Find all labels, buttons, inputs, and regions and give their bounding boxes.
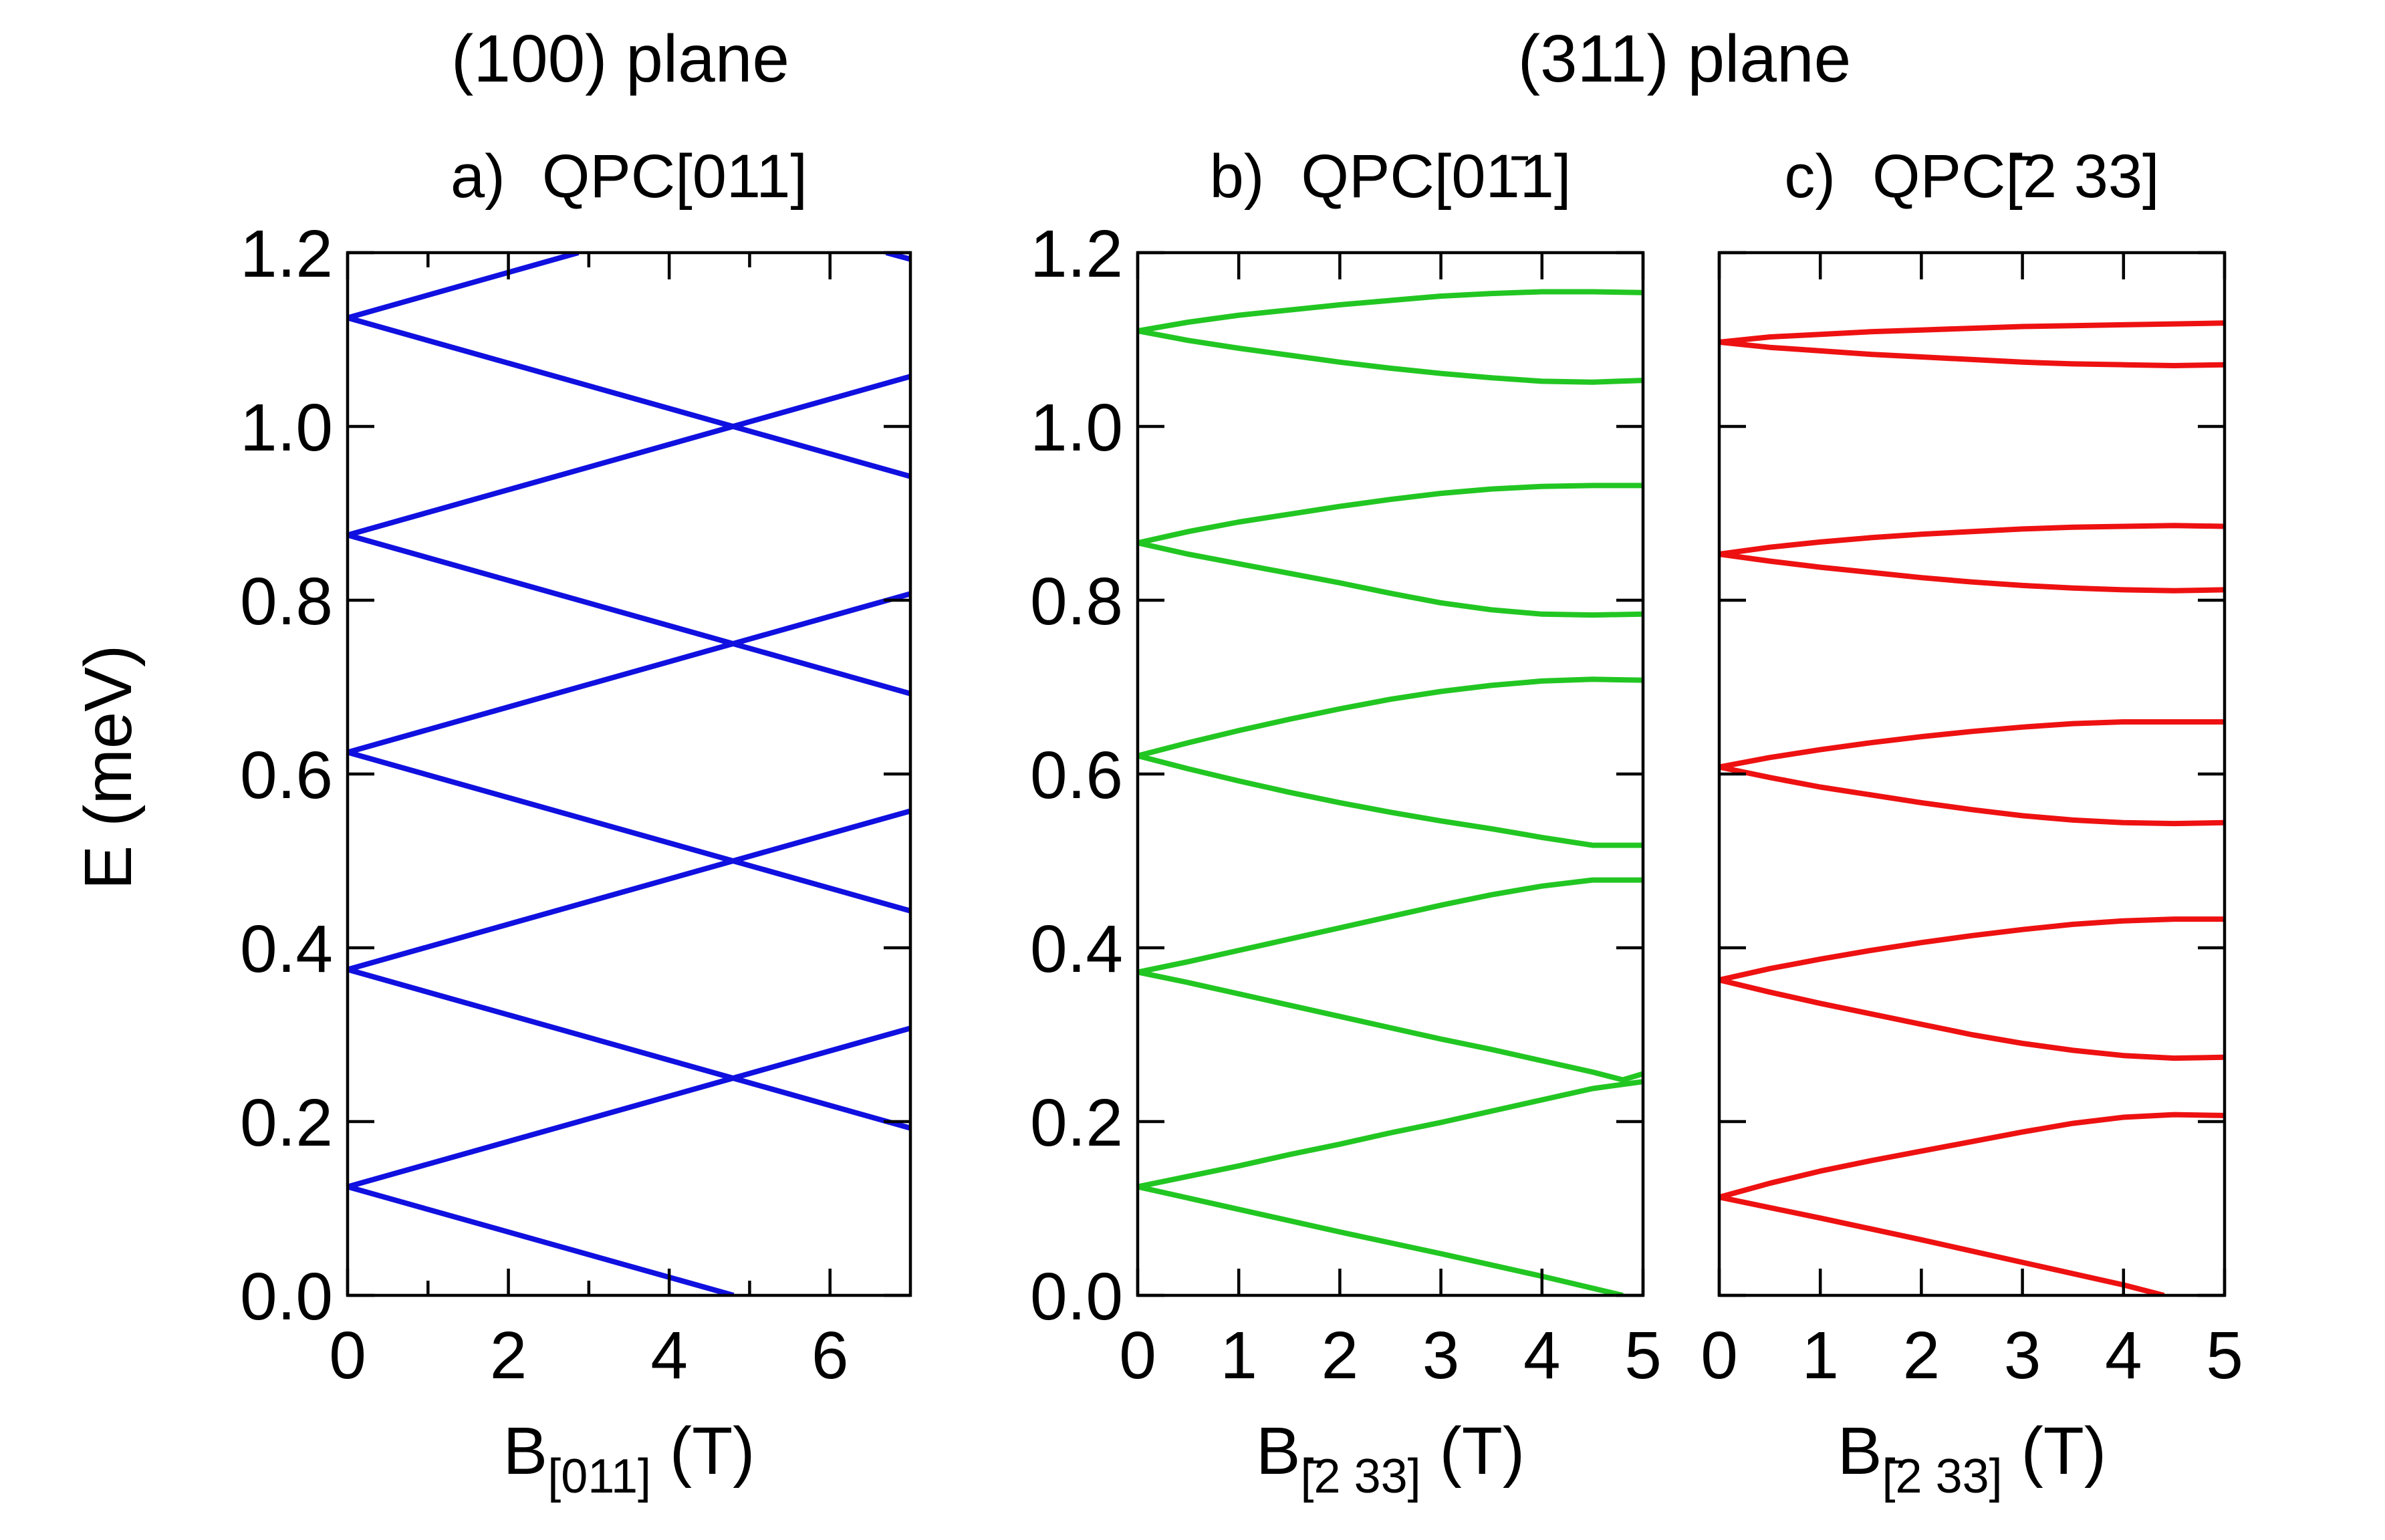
x-axis-label-unit: (T) <box>2003 1414 2106 1489</box>
panel-title-text: QPC[011] <box>542 142 807 211</box>
y-tick-label: 1.0 <box>240 390 333 465</box>
y-tick-label: 0.0 <box>1030 1259 1123 1334</box>
series-line <box>348 315 910 479</box>
y-tick-label: 0.8 <box>240 564 333 639</box>
y-tick-label: 1.2 <box>1030 217 1123 291</box>
y-tick-label: 0.2 <box>240 1085 333 1160</box>
x-axis-label-main: B <box>1838 1414 1882 1489</box>
series-group <box>1719 320 2225 1295</box>
x-tick-label: 2 <box>1903 1318 1940 1393</box>
panel-2: 0.0 0.2 0.4 0.6 0.8 1.0 1.2 0 1 2 3 4 5 b) QPC[01̄1] B[… <box>1030 142 1662 1503</box>
x-tick-label: 4 <box>1523 1318 1561 1393</box>
series-line <box>1138 1079 1643 1190</box>
x-tick-label: 0 <box>329 1318 366 1393</box>
series-line <box>1138 540 1643 618</box>
series-line <box>348 1025 910 1190</box>
series-line <box>348 253 580 321</box>
series-line <box>1719 719 2225 770</box>
series-line <box>1138 753 1643 848</box>
series-line <box>1719 551 2225 594</box>
y-tick-label: 1.0 <box>1030 390 1123 465</box>
x-tick-label: 1 <box>1220 1318 1257 1393</box>
panel-title-text: QPC[01̄1] <box>1301 142 1571 211</box>
panels-group: 0.00.20.40.60.81.01.20 2 4 6a) QPC[011]B[011… <box>240 142 2243 1503</box>
x-tick-label: 0 <box>1119 1318 1156 1393</box>
series-line <box>348 591 910 755</box>
panel-title: c) QPC[̄2 33] <box>1784 142 2159 211</box>
x-tick-label: 2 <box>490 1318 527 1393</box>
series-line <box>1138 676 1643 759</box>
y-tick-label: 0.4 <box>240 912 333 987</box>
series-line <box>348 1184 735 1295</box>
series-line <box>1719 339 2225 368</box>
x-axis-label: B[011] (T) <box>503 1414 755 1503</box>
series-line <box>348 532 910 696</box>
x-axis-label: B[̄2 33] (T) <box>1256 1414 1525 1503</box>
series-line <box>1138 969 1643 1083</box>
series-line <box>1719 1194 2165 1295</box>
x-tick-label: 5 <box>2206 1318 2243 1393</box>
series-line <box>1719 320 2225 345</box>
x-axis-label-unit: (T) <box>1421 1414 1525 1489</box>
panel-title: a) QPC[011] <box>451 142 807 211</box>
x-axis-label-subscript: [̄2 33] <box>1882 1450 2003 1503</box>
x-axis-label-unit: (T) <box>651 1414 755 1489</box>
series-line <box>1719 1112 2225 1200</box>
series-line <box>348 967 910 1131</box>
series-line <box>348 374 910 538</box>
x-tick-label: 1 <box>1801 1318 1839 1393</box>
panel-letter: c) <box>1784 142 1836 211</box>
y-tick-label: 0.6 <box>1030 738 1123 813</box>
y-tick-label: 0.8 <box>1030 564 1123 639</box>
x-tick-label: 6 <box>811 1318 849 1393</box>
x-axis-label-subscript: [011] <box>547 1450 651 1503</box>
x-tick-label: 4 <box>650 1318 688 1393</box>
plane-title-100: (100) plane <box>451 21 789 96</box>
series-line <box>1138 483 1643 546</box>
series-line <box>1138 877 1643 975</box>
y-tick-label: 0.0 <box>240 1259 333 1334</box>
y-tick-label: 0.2 <box>1030 1085 1123 1160</box>
series-group <box>348 253 910 1295</box>
series-line <box>348 749 910 914</box>
series-line <box>1719 977 2225 1061</box>
x-tick-label: 3 <box>1422 1318 1460 1393</box>
y-axis-label: E (meV) <box>71 645 146 890</box>
series-line <box>348 808 910 973</box>
x-tick-label: 5 <box>1624 1318 1662 1393</box>
panel-title: b) QPC[01̄1] <box>1210 142 1572 211</box>
y-tick-label: 0.4 <box>1030 912 1123 987</box>
panel-3: 0 1 2 3 4 5 c) QPC[̄2 33] B[̄2 33] (T) <box>1701 142 2243 1503</box>
series-group <box>1138 289 1643 1295</box>
panel-letter: a) <box>451 142 505 211</box>
series-line <box>1719 764 2225 827</box>
x-axis-label-subscript: [̄2 33] <box>1301 1450 1421 1503</box>
x-tick-label: 2 <box>1322 1318 1359 1393</box>
y-tick-label: 0.6 <box>240 738 333 813</box>
series-line <box>1719 916 2225 983</box>
x-tick-label: 0 <box>1701 1318 1738 1393</box>
x-axis-label: B[̄2 33] (T) <box>1838 1414 2106 1503</box>
series-line <box>1138 289 1643 334</box>
x-tick-label: 4 <box>2105 1318 2142 1393</box>
plane-title-311: (311) plane <box>1518 21 1852 96</box>
panel-1: 0.0 0.2 0.4 0.6 0.8 1.0 1.2 0 2 4 6 a) QPC[011] B[011… <box>240 142 912 1503</box>
series-line <box>1138 328 1643 385</box>
series-line <box>1719 523 2225 557</box>
series-line <box>1138 1184 1624 1295</box>
panel-letter: b) <box>1210 142 1265 211</box>
x-tick-label: 3 <box>2004 1318 2041 1393</box>
panel-title-text: QPC[̄2 33] <box>1872 142 2160 211</box>
x-axis-label-main: B <box>1256 1414 1301 1489</box>
x-axis-label-main: B <box>503 1414 548 1489</box>
y-tick-label: 1.2 <box>240 217 333 291</box>
